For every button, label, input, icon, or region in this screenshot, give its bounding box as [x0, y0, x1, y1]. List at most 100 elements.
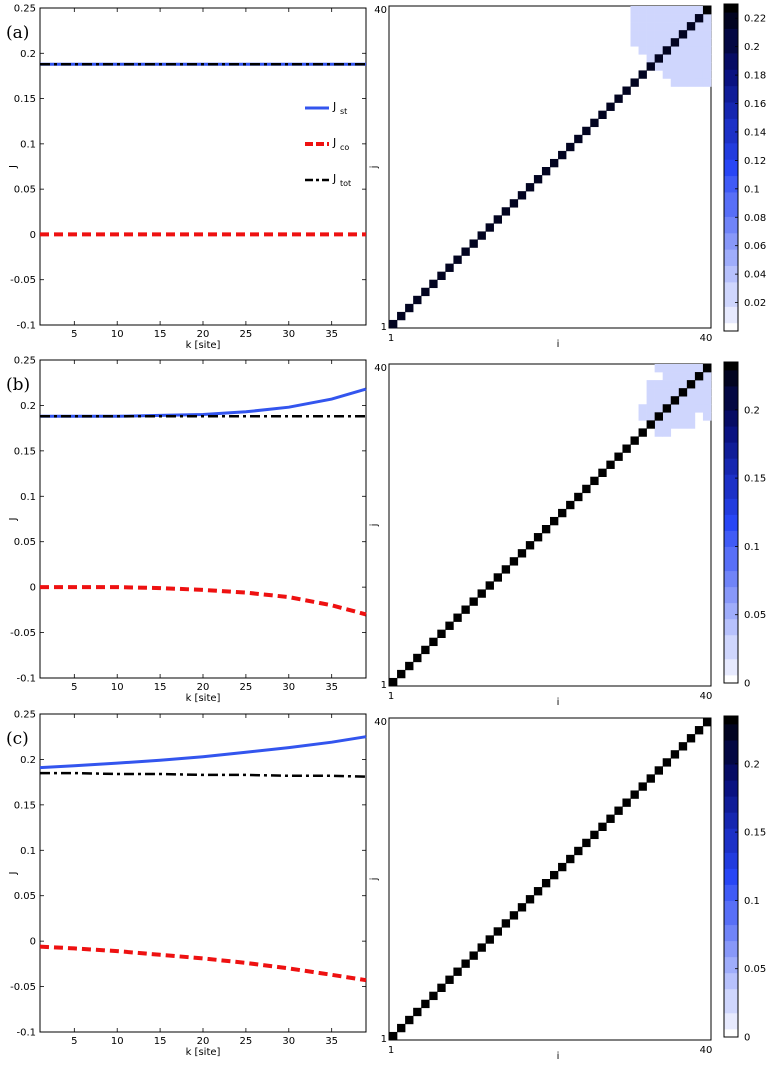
colorbar-segment: [724, 257, 738, 266]
heatmap-cell: [662, 380, 672, 389]
heatmap-diagonal-cell: [638, 428, 647, 437]
colorbar-segment: [724, 118, 738, 128]
x-tick-label: 30: [282, 682, 295, 693]
heatmap-cell: [654, 14, 663, 23]
colorbar-segment: [724, 386, 738, 395]
heatmap-diagonal-cell: [662, 758, 672, 767]
heatmap-cell: [678, 78, 688, 87]
heatmap-cell: [638, 6, 647, 15]
colorbar-segment: [724, 442, 738, 451]
heatmap-diagonal-cell: [533, 533, 543, 542]
colorbar-segment: [724, 208, 738, 217]
colorbar-segment: [724, 674, 738, 684]
heatmap-diagonal-cell: [445, 263, 454, 272]
colorbar-segment: [724, 884, 738, 893]
heatmap-diagonal-cell: [437, 983, 446, 992]
colorbar-segment: [724, 44, 738, 54]
heatmap-diagonal-cell: [678, 388, 688, 397]
heatmap-diagonal-cell: [558, 508, 567, 518]
heatmap-diagonal-cell: [614, 94, 623, 103]
heatmap-cell: [646, 404, 655, 413]
colorbar-segment: [724, 378, 738, 387]
colorbar-segment: [724, 126, 738, 136]
x-tick-label: 15: [154, 682, 167, 693]
heatmap-diagonal-cell: [630, 790, 639, 799]
x-tick-label: 5: [71, 329, 77, 340]
colorbar-segment: [724, 159, 738, 168]
colorbar-segment: [724, 370, 738, 379]
heatmap-cell: [694, 388, 704, 397]
heatmap-diagonal-cell: [413, 1007, 422, 1017]
y-tick-label: 0: [30, 583, 36, 594]
y-axis-label: J: [8, 518, 19, 522]
colorbar-segment: [724, 642, 738, 652]
heatmap-cell: [670, 412, 680, 421]
heatmap-cell: [662, 38, 672, 47]
heatmap-cell: [646, 14, 655, 23]
heatmap-diagonal-cell: [694, 14, 704, 23]
heatmap-cell: [678, 70, 688, 79]
x-tick-label: 35: [325, 682, 338, 693]
heatmap-diagonal-cell: [517, 903, 527, 912]
colorbar-segment: [724, 36, 738, 46]
colorbar-segment: [724, 788, 738, 797]
heatmap-diagonal-cell: [662, 404, 672, 413]
heatmap-cell: [694, 46, 704, 55]
colorbar-tick-label: 0.04: [744, 270, 766, 281]
y-tick-label: 0.05: [14, 185, 36, 196]
colorbar-segment: [724, 69, 738, 78]
heatmap-cell: [702, 14, 712, 23]
y-tick-label: 0.05: [14, 537, 36, 548]
heatmap-diagonal-cell: [702, 364, 712, 373]
heatmap-cell: [670, 78, 680, 87]
colorbar-segment: [724, 93, 738, 103]
y-tick-label: 0.2: [20, 401, 36, 412]
heatmap-diagonal-cell: [397, 311, 406, 321]
heatmap-cell: [670, 6, 680, 15]
heatmap-diagonal-cell: [517, 549, 527, 558]
heatmap-diagonal-cell: [686, 380, 696, 389]
colorbar-segment: [724, 836, 738, 845]
colorbar-tick-label: 0.1: [744, 184, 760, 195]
heatmap-cell: [686, 70, 696, 79]
heatmap-diagonal-cell: [646, 420, 655, 429]
heatmap-diagonal-cell: [614, 452, 623, 461]
heatmap-diagonal-cell: [421, 999, 430, 1009]
y-axis-label: j: [369, 524, 380, 528]
heatmap-cell: [670, 30, 680, 39]
colorbar-segment: [724, 142, 738, 152]
heatmap-cell: [662, 364, 672, 373]
heatmap-cell: [662, 62, 672, 71]
colorbar-tick-label: 0.2: [744, 759, 760, 770]
heatmap-diagonal-cell: [622, 444, 631, 453]
colorbar-segment: [724, 844, 738, 853]
colorbar-segment: [724, 812, 738, 821]
heatmap-diagonal-cell: [590, 830, 599, 840]
heatmap-diagonal-cell: [646, 774, 655, 783]
heatmap-diagonal-cell: [445, 621, 454, 630]
heatmap-cell: [702, 78, 712, 87]
colorbar-segment: [724, 996, 738, 1006]
y-tick-label: 1: [381, 680, 387, 691]
heatmap-diagonal-cell: [405, 303, 414, 313]
heatmap-cell: [662, 396, 672, 405]
colorbar-segment: [724, 1020, 738, 1030]
heatmap-cell: [654, 428, 663, 437]
heatmap-diagonal-cell: [525, 183, 535, 192]
heatmap-cell: [670, 14, 680, 23]
colorbar-segment: [724, 1004, 738, 1014]
heatmap-diagonal-cell: [477, 589, 486, 598]
heatmap-diagonal-cell: [541, 525, 551, 534]
heatmap-cell: [662, 388, 672, 397]
heatmap-diagonal-cell: [606, 460, 615, 469]
heatmap-cell: [686, 46, 696, 55]
heatmap-diagonal-cell: [389, 677, 398, 687]
x-tick-label: 40: [700, 333, 713, 344]
panel-label: (a): [6, 23, 29, 43]
colorbar-segment: [724, 780, 738, 789]
colorbar-segment: [724, 402, 738, 411]
heatmap-cell: [694, 30, 704, 39]
heatmap-cell: [702, 22, 712, 31]
heatmap-diagonal-cell: [461, 247, 470, 256]
colorbar-segment: [724, 192, 738, 201]
